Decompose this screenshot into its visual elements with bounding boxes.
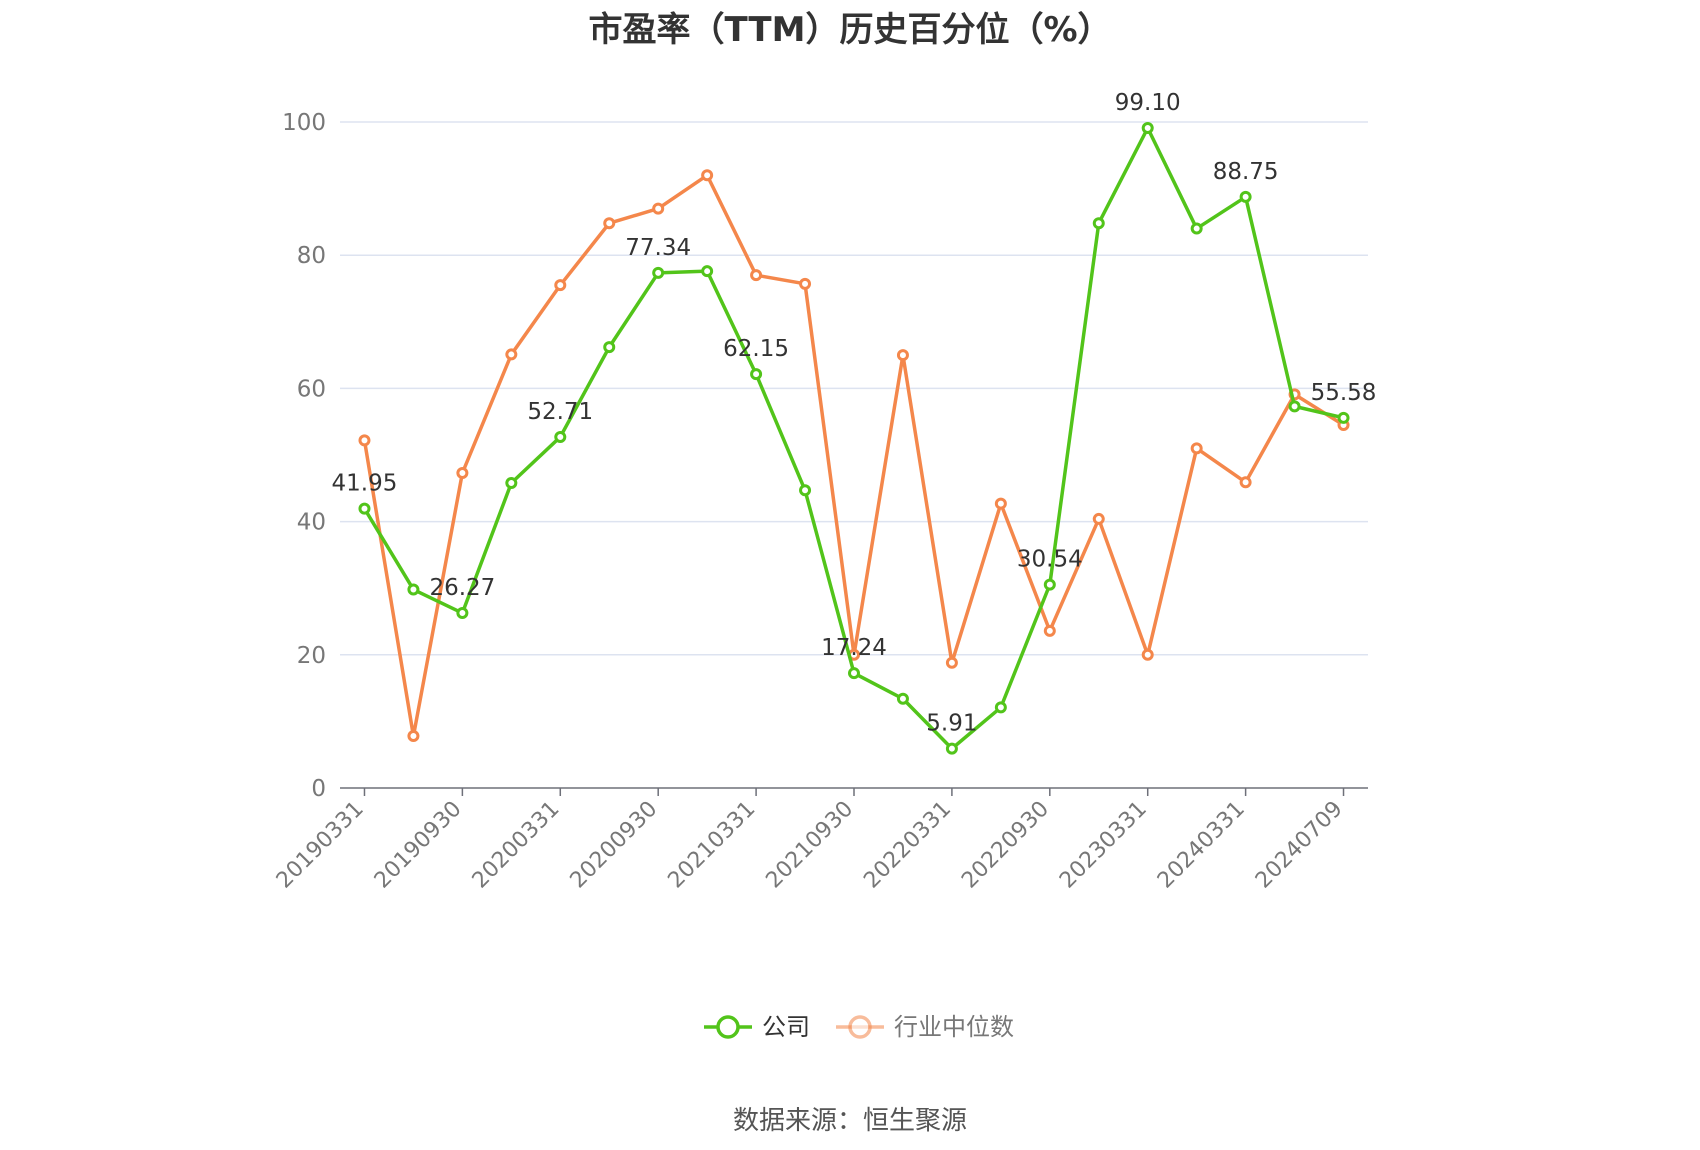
data-point xyxy=(358,502,371,515)
data-point xyxy=(603,217,616,230)
data-point xyxy=(1337,411,1350,424)
data-label: 55.58 xyxy=(1311,380,1377,406)
data-point xyxy=(1190,442,1203,455)
x-tick-label: 20200930 xyxy=(566,797,663,894)
data-point xyxy=(896,349,909,362)
data-label: 41.95 xyxy=(332,471,398,497)
legend-label: 公司 xyxy=(762,1013,810,1041)
data-point xyxy=(652,202,665,215)
data-point xyxy=(652,266,665,279)
data-label: 62.15 xyxy=(723,336,789,362)
data-point xyxy=(945,656,958,669)
data-label-layer: 41.95 26.27 52.71 77.34 62.15 17.24 5.91 30.54 9… xyxy=(332,90,1377,737)
legend-label: 行业中位数 xyxy=(894,1013,1014,1041)
x-tick-label: 20240709 xyxy=(1251,797,1348,894)
axis-layer: 0 20 40 60 80 100 20190331 20190930 20200331 2020… xyxy=(272,110,1368,893)
data-point xyxy=(750,368,763,381)
data-point xyxy=(701,169,714,182)
data-point xyxy=(505,348,518,361)
data-point xyxy=(456,466,469,479)
data-point xyxy=(799,277,812,290)
data-label: 77.34 xyxy=(625,235,691,261)
x-tick-label: 20190331 xyxy=(272,797,369,894)
chart-title: 市盈率（TTM）历史百分位（%） xyxy=(588,10,1112,50)
data-label: 26.27 xyxy=(429,575,495,601)
data-point xyxy=(1288,400,1301,413)
data-point xyxy=(848,667,860,680)
legend-marker xyxy=(716,1015,740,1039)
x-tick-label: 20220331 xyxy=(859,797,956,894)
x-tick-label: 20210331 xyxy=(663,797,760,894)
data-point xyxy=(554,279,567,292)
data-point xyxy=(1092,217,1105,230)
data-point xyxy=(456,607,469,620)
y-tick-label: 100 xyxy=(282,110,326,136)
data-point xyxy=(1239,190,1252,203)
y-tick-label: 80 xyxy=(297,243,326,269)
x-tick-label: 20210930 xyxy=(761,797,858,894)
data-point xyxy=(554,430,567,443)
legend-marker xyxy=(848,1015,872,1039)
data-point xyxy=(994,701,1007,714)
data-point xyxy=(505,476,518,489)
data-point xyxy=(603,341,616,354)
data-point xyxy=(358,434,371,447)
data-point xyxy=(945,742,958,755)
data-point xyxy=(407,730,420,743)
y-tick-label: 40 xyxy=(297,510,326,536)
data-label: 88.75 xyxy=(1213,159,1279,185)
x-tick-label: 20200331 xyxy=(468,797,565,894)
series-layer xyxy=(358,121,1350,755)
data-point xyxy=(896,692,909,705)
grid-layer xyxy=(340,121,1368,656)
data-point xyxy=(1141,648,1154,661)
data-label: 52.71 xyxy=(527,399,593,425)
x-tick-label: 20220930 xyxy=(957,797,1054,894)
y-tick-label: 60 xyxy=(297,376,326,402)
x-tick-label: 20240331 xyxy=(1153,797,1250,894)
data-point xyxy=(1043,578,1056,591)
data-label: 17.24 xyxy=(821,635,887,661)
y-tick-label: 0 xyxy=(311,776,326,802)
data-point xyxy=(1141,121,1154,134)
data-point xyxy=(994,497,1007,510)
data-label: 30.54 xyxy=(1017,547,1083,573)
y-tick-label: 20 xyxy=(297,643,326,669)
data-point xyxy=(1043,624,1056,637)
data-point xyxy=(750,269,763,282)
data-point xyxy=(1190,222,1203,235)
data-point xyxy=(1239,476,1252,489)
data-point xyxy=(407,583,420,596)
x-tick-label: 20230331 xyxy=(1055,797,1152,894)
data-point xyxy=(701,265,714,278)
data-label: 5.91 xyxy=(926,711,977,737)
data-label: 99.10 xyxy=(1115,90,1181,116)
data-point xyxy=(1092,512,1105,525)
data-point xyxy=(799,484,812,497)
legend: 公司 行业中位数 xyxy=(704,1013,1014,1041)
data-source: 数据来源：恒生聚源 xyxy=(732,1106,967,1136)
x-tick-label: 20190930 xyxy=(370,797,467,894)
